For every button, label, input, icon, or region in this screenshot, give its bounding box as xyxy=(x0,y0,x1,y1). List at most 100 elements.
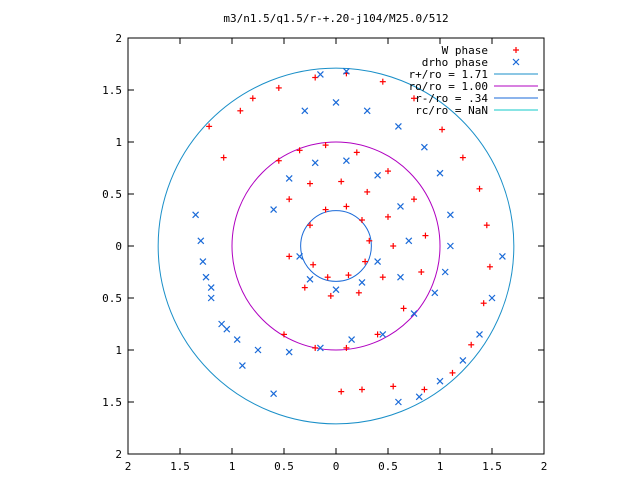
series-1-point xyxy=(342,157,350,165)
series-1-point xyxy=(332,99,340,106)
series-1-point xyxy=(192,211,200,219)
series-1-point-d2 xyxy=(446,242,454,250)
series-1-point-d2 xyxy=(202,273,210,281)
series-0-point xyxy=(439,126,446,133)
series-1-point xyxy=(199,258,207,266)
series-1-point xyxy=(306,275,314,283)
data-series xyxy=(192,67,506,406)
series-1-point-d2 xyxy=(270,390,278,398)
series-1-point-d2 xyxy=(498,252,506,260)
series-0-point xyxy=(366,237,373,244)
series-1-point-d2 xyxy=(316,70,324,78)
x-tick-label: 0 xyxy=(333,460,340,473)
series-1-point xyxy=(379,330,387,338)
x-tick-label: 2 xyxy=(125,460,132,473)
series-1-point xyxy=(374,258,382,266)
series-0-point xyxy=(301,284,308,291)
series-1-point-d2 xyxy=(311,159,319,167)
series-1-point xyxy=(197,237,205,245)
series-0-point xyxy=(480,300,487,307)
series-1-point xyxy=(316,70,324,78)
series-1-point-d2 xyxy=(374,258,382,266)
series-0-point xyxy=(379,78,386,85)
legend-marker-0 xyxy=(513,47,519,53)
series-0-point xyxy=(249,95,256,102)
y-tick-label: 2 xyxy=(115,32,122,45)
series-1-point xyxy=(296,252,304,260)
legend-marker-1-d2 xyxy=(512,58,520,66)
series-1-point xyxy=(405,237,413,245)
legend-label-2: r+/ro = 1.71 xyxy=(409,68,488,81)
series-1-point-d2 xyxy=(415,393,423,401)
reference-circles xyxy=(157,67,515,425)
series-1-point xyxy=(488,294,496,302)
series-0-point xyxy=(483,222,490,229)
series-1-point-d2 xyxy=(436,169,444,177)
y-tick-label: 1.5 xyxy=(102,396,122,409)
series-1-point-d2 xyxy=(420,143,428,151)
series-1-point xyxy=(363,107,371,115)
chart-title: m3/n1.5/q1.5/r-+.20-j104/M25.0/512 xyxy=(223,12,448,25)
series-1-point-d2 xyxy=(197,237,205,245)
series-1-point xyxy=(254,346,262,354)
x-tick-label: 1 xyxy=(229,460,236,473)
series-1-point xyxy=(459,356,467,364)
series-1-point xyxy=(498,252,506,260)
series-1-point xyxy=(476,330,483,338)
series-0-point xyxy=(411,196,417,203)
series-1-point xyxy=(223,325,231,333)
series-0-point xyxy=(345,272,352,279)
series-0-point xyxy=(322,206,329,213)
series-1-point xyxy=(342,67,350,75)
series-1-point-d2 xyxy=(223,325,231,333)
series-1-point xyxy=(301,107,309,115)
series-0-point xyxy=(449,369,456,376)
x-tick-label: 2 xyxy=(541,460,548,473)
series-0-point xyxy=(327,292,334,299)
series-0-point xyxy=(379,274,386,281)
series-0-point xyxy=(324,274,331,281)
series-1-point xyxy=(311,159,319,167)
series-1-point-d2 xyxy=(238,362,246,370)
series-1-point-d2 xyxy=(285,174,293,182)
series-1-point xyxy=(446,211,454,219)
axis-ticks: 2 1.5 1 0.5 0 0.5 1 1.5 221.510.500.511.52 xyxy=(102,32,547,473)
series-1-point-d2 xyxy=(394,122,402,130)
series-1-point-d2 xyxy=(301,107,309,115)
series-0-point xyxy=(286,196,293,203)
series-1-point-d2 xyxy=(379,330,387,338)
series-0-point xyxy=(312,344,319,351)
series-1-point-d2 xyxy=(207,294,215,302)
reference-circle-0 xyxy=(157,67,515,425)
y-tick-label: 0.5 xyxy=(102,292,122,305)
series-0-point xyxy=(459,154,466,161)
series-0-point xyxy=(237,107,244,114)
series-1-point-d2 xyxy=(285,348,293,356)
series-1-point xyxy=(316,344,324,352)
series-0-point xyxy=(322,142,329,149)
series-1-point xyxy=(207,284,215,292)
series-1-point-d2 xyxy=(358,278,366,286)
series-0-point xyxy=(362,258,369,265)
x-tick-label: 1 xyxy=(437,460,444,473)
legend-label-4: r-/ro = .34 xyxy=(415,92,488,105)
series-0-point xyxy=(385,168,391,175)
series-1-point-d2 xyxy=(431,289,439,297)
series-0-point xyxy=(206,123,213,130)
series-1-point xyxy=(410,310,418,318)
series-1-point-d2 xyxy=(306,275,314,283)
series-0-point xyxy=(390,383,397,390)
series-1-point-d2 xyxy=(374,171,382,179)
series-1-point-d2 xyxy=(348,336,356,344)
series-0-point xyxy=(486,263,493,270)
x-tick-label: 0.5 xyxy=(274,460,294,473)
series-1-point xyxy=(238,362,246,370)
series-1-point-d2 xyxy=(476,330,483,338)
series-1-point xyxy=(415,393,423,401)
series-0-point xyxy=(338,178,345,185)
series-1-point-d2 xyxy=(405,237,413,245)
series-0-point xyxy=(307,180,313,187)
series-1-point xyxy=(431,289,439,297)
series-1-point xyxy=(446,242,454,250)
